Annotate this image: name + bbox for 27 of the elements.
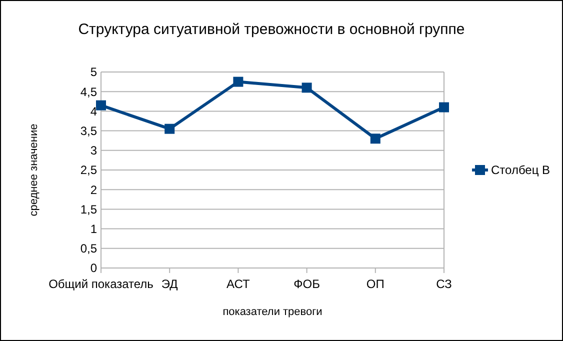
y-tick-label: 0	[90, 261, 98, 276]
chart-title: Структура ситуативной тревожности в основной группе	[78, 21, 465, 38]
y-tick-label: 4,5	[80, 84, 98, 99]
y-tick-label: 1	[90, 222, 98, 236]
legend-label: Столбец B	[491, 163, 550, 178]
point	[439, 102, 449, 112]
y-tick-label: 1,5	[80, 202, 98, 216]
point	[302, 82, 312, 93]
point	[96, 100, 106, 110]
x-tick-label: ОП	[366, 277, 384, 291]
y-tick-label: 0,5	[80, 242, 98, 256]
point	[370, 134, 380, 144]
x-tick-label: ЭД	[161, 277, 178, 291]
point	[233, 76, 244, 87]
y-tick-label: 2	[90, 182, 98, 197]
y-tick-label: 2,5	[80, 163, 98, 178]
y-tick-label: 3	[90, 144, 98, 158]
y-tick-label: 3,5	[80, 124, 98, 138]
y-tick-label: 4	[90, 104, 98, 118]
x-tick-label: СЗ	[436, 277, 452, 291]
x-tick-label: АСТ	[226, 277, 251, 291]
x-tick-label: ФОБ	[294, 277, 320, 291]
point	[164, 124, 175, 134]
y-tick-label: 5	[90, 65, 98, 80]
x-axis-title: показатели тревоги	[222, 306, 322, 318]
x-tick-label: Общий показатель	[48, 277, 154, 291]
y-axis-title: среднее значение	[28, 124, 40, 216]
